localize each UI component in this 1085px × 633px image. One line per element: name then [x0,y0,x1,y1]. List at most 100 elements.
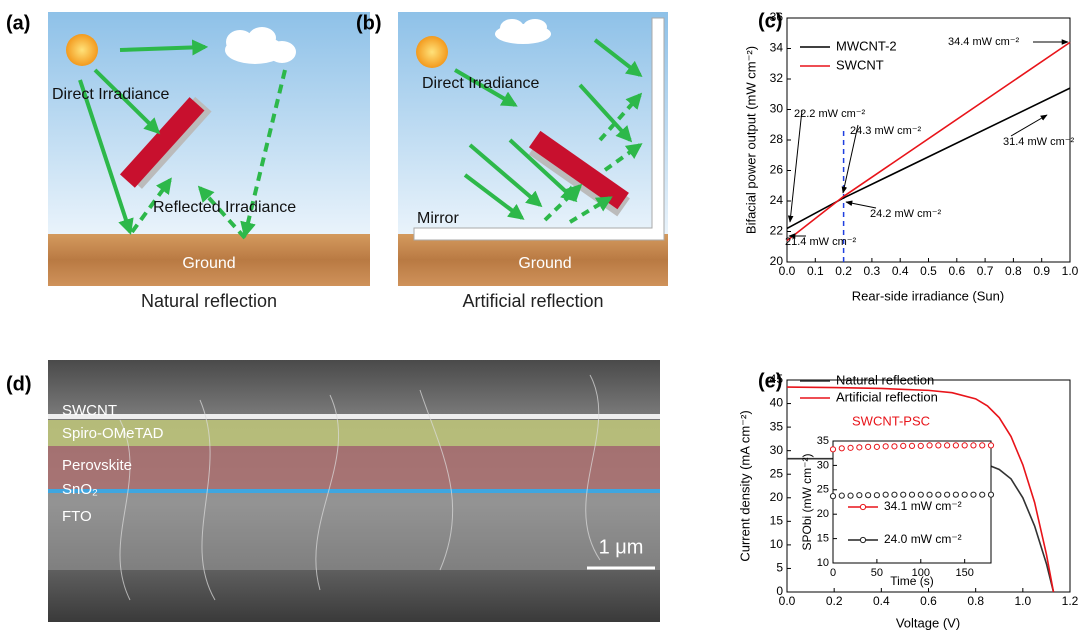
point [970,491,977,498]
panel-a: (a) Direct Irradiance Reflected Irradian… [6,12,370,311]
ground-label: Ground [182,255,235,272]
point [891,491,898,498]
point [987,491,995,498]
y-tick-label: 0 [776,584,783,598]
point [873,492,880,499]
cloud [225,27,296,64]
point [952,491,959,498]
x-tick-label: 0.2 [835,264,852,278]
mirror [413,17,665,241]
y-axis-label: SPObi (mW cm⁻²) [800,454,814,551]
layer-label: Perovskite [62,457,132,474]
spiro-layer [48,420,660,446]
sun [66,34,98,66]
x-tick-label: 0.1 [807,264,824,278]
y-tick-label: 34 [770,41,784,55]
y-tick-label: 22 [770,224,784,238]
point [865,443,872,450]
nanotubes [119,374,601,601]
x-tick-label: 1.0 [1014,594,1031,608]
point [908,442,916,449]
y-tick-label: 36 [770,10,784,24]
point [961,491,968,498]
x-tick-label: 0.0 [779,264,796,278]
caption: Natural reflection [141,291,277,311]
arrows [78,39,287,240]
series-line [786,386,1055,593]
point [856,492,863,499]
y-tick-label: 30 [770,443,784,457]
y-tick-label: 45 [770,372,784,386]
x-axis-label: Voltage (V) [896,615,960,630]
point [979,442,986,449]
point [944,491,951,498]
panel-label: (e) [758,370,782,392]
annotation-arrow [841,124,859,194]
point [926,491,933,498]
y-tick-label: 24 [770,193,784,207]
legend-label: Natural reflection [836,372,934,387]
y-tick-label: 40 [770,396,784,410]
panel-label: (c) [758,10,782,32]
series-line [786,41,1071,242]
point [829,446,837,453]
point [952,442,959,449]
panel-label: (d) [6,373,32,395]
y-tick-label: 35 [770,419,784,433]
point [838,445,845,452]
y-tick-label: 20 [770,254,784,268]
point [873,443,880,450]
point [847,444,854,451]
caption: Artificial reflection [462,291,603,311]
point [935,491,942,498]
point [847,492,854,499]
y-tick-label: 30 [770,102,784,116]
perovskite-layer [48,446,660,489]
x-tick-label: 0.2 [826,594,843,608]
x-axis-label: Time (s) [890,574,934,588]
swcnt-layer [48,414,660,419]
point [900,442,907,449]
fto-layer [48,493,660,570]
annotation-arrow [787,109,803,223]
point [917,491,924,498]
point [961,442,968,449]
x-tick-label: 50 [871,567,883,579]
y-tick-label: 15 [817,533,829,545]
y-tick-label: 25 [770,466,784,480]
point [935,442,942,449]
y-tick-label: 20 [817,508,829,520]
x-tick-label: 0.3 [864,264,881,278]
y-tick-label: 30 [817,459,829,471]
point [970,442,977,449]
sun [416,36,448,68]
annotation: 34.4 mW cm⁻² [948,36,1020,48]
note: SWCNT-PSC [852,413,930,428]
x-axis-label: Rear-side irradiance (Sun) [852,288,1004,303]
x-tick-label: 0.4 [873,594,890,608]
y-tick-label: 35 [817,435,829,447]
x-tick-label: 0.7 [977,264,994,278]
y-tick-label: 5 [776,561,783,575]
x-tick-label: 100 [912,567,930,579]
point [838,492,845,499]
legend-marker [859,503,867,511]
sno2-layer [48,489,660,493]
arrows [453,38,643,224]
annotation-arrow [845,200,877,209]
point [917,442,924,449]
point [979,491,986,498]
annotation: 21.4 mW cm⁻² [785,236,857,248]
cloud [495,19,551,44]
panel-label: (a) [6,12,30,34]
x-tick-label: 0.9 [1033,264,1050,278]
point [856,444,863,451]
layer-label: SWCNT [62,402,117,419]
point [865,492,872,499]
ground [398,234,668,286]
y-tick-label: 10 [817,557,829,569]
legend-marker [859,536,867,544]
y-tick-label: 28 [770,132,784,146]
solar-panel [119,96,212,189]
